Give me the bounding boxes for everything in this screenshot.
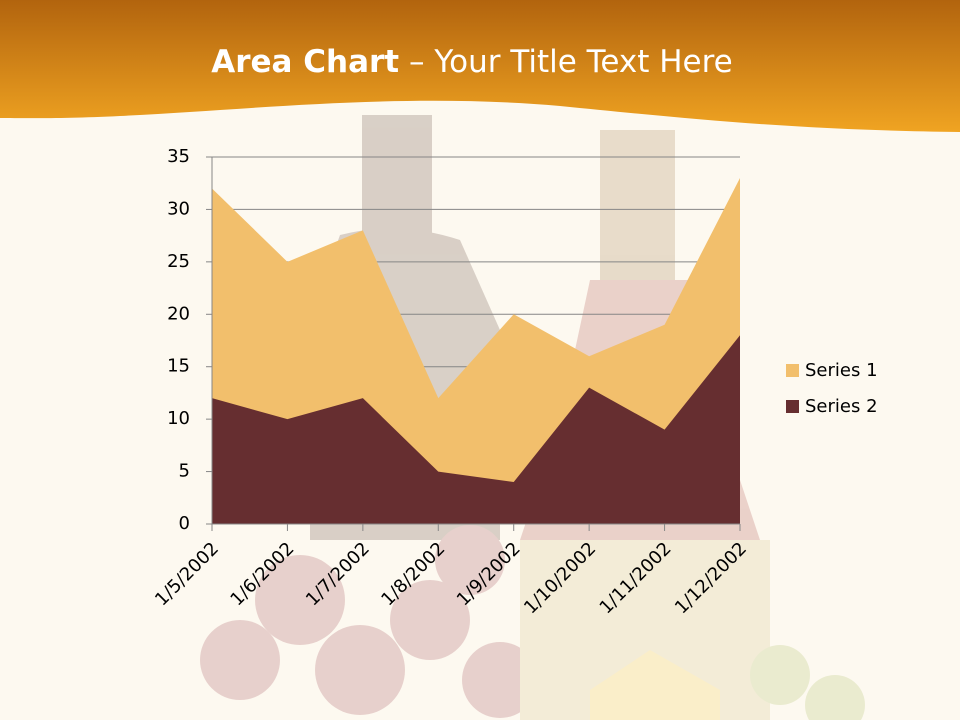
y-tick-label: 35	[167, 146, 190, 167]
y-tick-label: 30	[167, 198, 190, 219]
legend-label: Series 2	[805, 396, 878, 417]
title-rest: – Your Title Text Here	[399, 44, 733, 80]
y-tick-label: 5	[179, 461, 190, 482]
y-tick-label: 0	[179, 513, 190, 534]
chart-title: Area Chart – Your Title Text Here	[211, 44, 732, 80]
y-tick-label: 15	[167, 356, 190, 377]
legend-label: Series 1	[805, 360, 878, 381]
legend-swatch	[786, 364, 799, 377]
legend-swatch	[786, 400, 799, 413]
area	[212, 335, 740, 524]
title-bold: Area Chart	[211, 44, 399, 80]
y-tick-label: 20	[167, 303, 190, 324]
header-band	[0, 0, 960, 132]
y-tick-label: 10	[167, 408, 190, 429]
y-tick-label: 25	[167, 251, 190, 272]
